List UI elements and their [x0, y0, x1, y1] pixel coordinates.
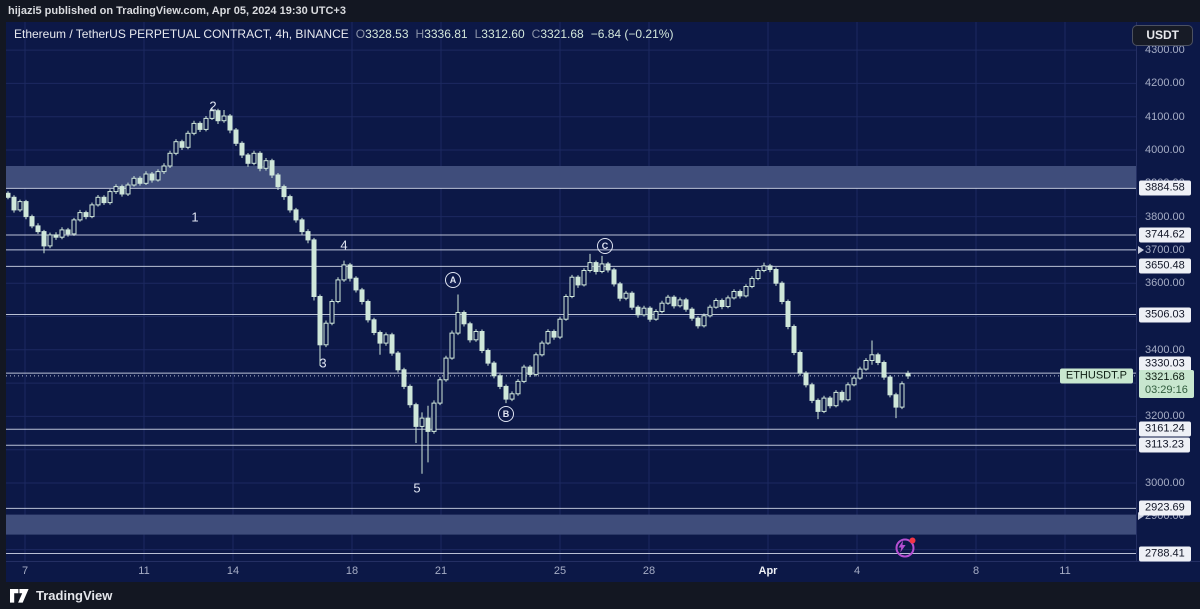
- currency-toggle-button[interactable]: USDT: [1132, 25, 1193, 46]
- wave-label-4[interactable]: 4: [340, 237, 348, 253]
- price-level-label: 3161.24: [1139, 421, 1191, 437]
- price-axis[interactable]: 4300.004200.004100.004000.003900.003800.…: [1136, 22, 1200, 561]
- price-level-label: 3330.03: [1139, 356, 1191, 372]
- price-axis-tick: 3800.00: [1145, 210, 1185, 223]
- wave-label-5[interactable]: 5: [413, 480, 421, 496]
- tradingview-logo-icon[interactable]: [10, 588, 29, 603]
- wave-label-b[interactable]: B: [498, 406, 514, 422]
- footer-bar: TradingView: [0, 582, 1200, 609]
- ohlc-value: 3336.81: [424, 27, 468, 41]
- last-price-label: 3321.68 03:29:16: [1139, 369, 1194, 398]
- chart-region: Ethereum / TetherUS PERPETUAL CONTRACT, …: [6, 22, 1200, 582]
- time-axis-tick: 11: [138, 565, 150, 577]
- bar-countdown: 03:29:16: [1145, 383, 1188, 396]
- ohlc-key: O: [355, 27, 366, 41]
- price-level-label: 3113.23: [1139, 437, 1190, 453]
- price-axis-tick: 3000.00: [1145, 477, 1185, 489]
- price-level-label: 3506.03: [1139, 307, 1191, 322]
- price-marker-arrow-icon: [1138, 512, 1144, 521]
- price-axis-tick: 3600.00: [1145, 277, 1185, 290]
- time-axis-tick: 14: [226, 565, 240, 577]
- ohlc-value: 3312.60: [481, 27, 525, 41]
- price-level-label: 3650.48: [1139, 258, 1191, 274]
- ohlc-values: O3328.53 H3336.81 L3312.60 C3321.68 −6.84 (−…: [349, 27, 674, 41]
- time-axis-tick: 18: [345, 565, 359, 577]
- price-level-label: 2923.69: [1139, 500, 1191, 516]
- time-axis[interactable]: 7 11 14 18 21 25 28 Apr 4 8 11: [6, 561, 1200, 582]
- symbol-title[interactable]: Ethereum / TetherUS PERPETUAL CONTRACT, …: [14, 27, 349, 41]
- lightning-bolt-icon: [898, 540, 906, 553]
- price-axis-tick: 4000.00: [1145, 144, 1185, 156]
- time-axis-tick: 4: [853, 565, 861, 577]
- time-axis-tick: 25: [553, 565, 567, 577]
- time-axis-tick: 11: [1059, 565, 1071, 577]
- price-axis-tick: 4300.00: [1145, 44, 1185, 57]
- price-axis-tick: 4200.00: [1145, 77, 1185, 90]
- ohlc-key: L: [474, 27, 482, 41]
- price-axis-tick: 3200.00: [1145, 410, 1185, 423]
- time-axis-tick: 8: [972, 565, 980, 577]
- price-marker-arrow-icon: [1138, 245, 1144, 254]
- tradingview-brand-text[interactable]: TradingView: [36, 588, 113, 603]
- price-level-label: 3884.58: [1139, 180, 1191, 196]
- ohlc-value: 3328.53: [365, 27, 409, 41]
- change-value: −6.84 (−0.21%): [590, 27, 674, 41]
- price-axis-tick: 3400.00: [1145, 343, 1185, 356]
- wave-label-2[interactable]: 2: [209, 98, 217, 114]
- price-chart-canvas[interactable]: Ethereum / TetherUS PERPETUAL CONTRACT, …: [6, 22, 1136, 561]
- ohlc-key: H: [415, 27, 425, 41]
- event-red-dot: [909, 537, 916, 544]
- publish-attribution-bar: hijazi5 published on TradingView.com, Ap…: [0, 0, 1200, 22]
- ohlc-key: C: [531, 27, 541, 41]
- wave-label-1[interactable]: 1: [191, 209, 199, 225]
- price-axis-tick: 4100.00: [1145, 110, 1185, 123]
- time-axis-tick: 28: [642, 565, 656, 577]
- candlestick-chart[interactable]: [6, 22, 1136, 561]
- time-axis-tick: 7: [21, 565, 29, 577]
- time-axis-tick: 21: [434, 565, 448, 577]
- wave-label-a[interactable]: A: [445, 272, 461, 288]
- symbol-legend[interactable]: Ethereum / TetherUS PERPETUAL CONTRACT, …: [14, 27, 673, 41]
- last-price-value: 3321.68: [1145, 370, 1185, 383]
- wave-label-3[interactable]: 3: [319, 355, 327, 371]
- ohlc-value: 3321.68: [540, 27, 584, 41]
- price-level-label: 3744.62: [1139, 227, 1191, 243]
- price-level-label: 2788.41: [1139, 546, 1191, 561]
- series-symbol-label: ETHUSDT.P: [1059, 368, 1133, 384]
- time-axis-tick: Apr: [758, 565, 778, 577]
- price-axis-tick: 3700.00: [1145, 243, 1185, 256]
- lightning-event-icon[interactable]: [895, 537, 916, 558]
- wave-label-c[interactable]: C: [597, 238, 613, 254]
- publish-attribution-text: hijazi5 published on TradingView.com, Ap…: [8, 5, 346, 17]
